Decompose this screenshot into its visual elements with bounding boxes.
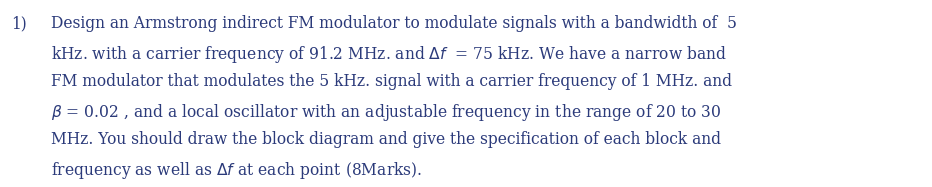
Text: Design an Armstrong indirect FM modulator to modulate signals with a bandwidth o: Design an Armstrong indirect FM modulato…: [51, 15, 737, 32]
Text: frequency as well as $\Delta f$ at each point (8Marks).: frequency as well as $\Delta f$ at each …: [51, 160, 422, 181]
Text: MHz. You should draw the block diagram and give the specification of each block : MHz. You should draw the block diagram a…: [51, 131, 721, 148]
Text: kHz. with a carrier frequency of 91.2 MHz. and $\Delta f$  = 75 kHz. We have a n: kHz. with a carrier frequency of 91.2 MH…: [51, 44, 727, 65]
Text: 1): 1): [11, 15, 27, 32]
Text: $\beta$ = 0.02 , and a local oscillator with an adjustable frequency in the rang: $\beta$ = 0.02 , and a local oscillator …: [51, 102, 722, 123]
Text: FM modulator that modulates the 5 kHz. signal with a carrier frequency of 1 MHz.: FM modulator that modulates the 5 kHz. s…: [51, 73, 733, 90]
